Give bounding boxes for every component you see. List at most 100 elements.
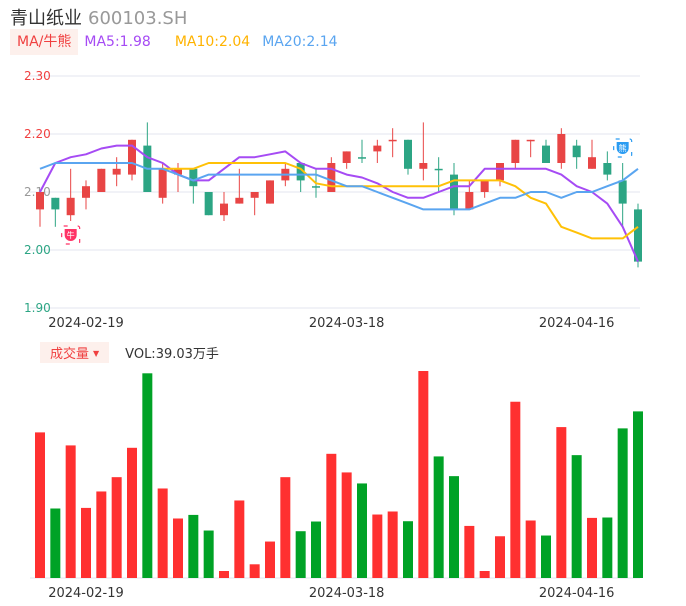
candle-body	[480, 180, 489, 192]
candle-body	[588, 157, 596, 169]
volume-bar	[357, 483, 367, 578]
candle-body	[542, 145, 550, 163]
kline-date-label: 2024-03-18	[309, 316, 385, 331]
volume-value: VOL:39.03万手	[125, 347, 219, 362]
candle-body	[51, 197, 60, 210]
candle-body	[327, 163, 336, 192]
y-tick-label: 2.20	[24, 127, 51, 141]
volume-bar	[372, 514, 383, 578]
volume-bar	[449, 476, 459, 578]
volume-bar	[617, 428, 628, 578]
volume-bar	[280, 477, 291, 578]
candle-body	[342, 151, 351, 163]
candle-body	[618, 180, 627, 204]
volume-bar	[326, 453, 337, 578]
volume-indicator-dropdown[interactable]: 成交量 ▼	[40, 342, 110, 363]
bear-marker-label: 熊	[619, 143, 627, 153]
candle-body	[82, 186, 90, 198]
volume-bar	[525, 520, 536, 578]
candle-body	[634, 209, 642, 262]
candle-body	[220, 203, 228, 216]
candle-body	[174, 168, 182, 175]
candle-body	[450, 174, 458, 210]
candle-body	[404, 139, 412, 169]
volume-bar	[510, 401, 521, 578]
volume-date-label: 2024-04-16	[539, 586, 615, 601]
volume-bar	[433, 456, 444, 578]
stock-name: 青山纸业	[10, 8, 82, 29]
kline-date-label: 2024-02-19	[48, 316, 124, 331]
y-tick-label: 2.00	[24, 243, 51, 257]
volume-bar	[633, 411, 643, 578]
volume-bar	[387, 511, 398, 578]
bear-marker-frame	[613, 138, 633, 158]
candle-body	[128, 139, 136, 175]
candle-body	[204, 192, 213, 216]
candle-body	[434, 168, 443, 171]
volume-bar	[479, 570, 490, 578]
ma5-line	[39, 144, 639, 263]
volume-bar	[111, 477, 122, 578]
candle-body	[296, 163, 305, 181]
volume-bar	[587, 517, 597, 578]
volume-date-label: 2024-02-19	[48, 586, 124, 601]
volume-bar	[265, 541, 275, 578]
volume-bar	[157, 488, 168, 578]
volume-bar	[418, 371, 429, 578]
bull-marker-label: 牛	[67, 230, 75, 240]
volume-bar	[571, 455, 582, 578]
candle-body	[112, 168, 121, 175]
volume-header: 成交量 ▼ VOL:39.03万手	[40, 342, 219, 363]
volume-bar	[127, 447, 137, 578]
ma-legend: MA/牛熊 MA5:1.98 MA10:2.04 MA20:2.14	[10, 29, 338, 55]
ma20-line	[39, 162, 639, 211]
ma-indicator-button[interactable]: MA/牛熊	[10, 29, 79, 55]
candle-body	[373, 145, 382, 152]
candle-body	[496, 163, 504, 181]
kline-date-label: 2024-04-16	[539, 316, 615, 331]
volume-bar	[219, 570, 229, 578]
volume-bar	[188, 514, 199, 578]
volume-bar	[249, 564, 260, 578]
volume-bar	[81, 507, 91, 578]
volume-bar	[311, 521, 321, 578]
volume-bar	[295, 531, 306, 578]
candle-body	[419, 163, 428, 169]
candle-body	[66, 197, 75, 216]
volume-bar	[142, 373, 153, 578]
candle-body	[158, 168, 167, 198]
volume-bar	[341, 472, 352, 578]
volume-bar	[403, 521, 413, 578]
volume-bar	[65, 445, 76, 578]
volume-bar	[495, 536, 505, 578]
candle-body	[312, 186, 320, 188]
candle-body	[465, 192, 474, 210]
candle-body	[266, 180, 274, 204]
candle-body	[97, 168, 106, 192]
candle-body	[189, 168, 198, 187]
candle-body	[526, 139, 535, 142]
volume-date-label: 2024-03-18	[309, 586, 385, 601]
volume-bar	[556, 427, 567, 578]
stock-code: 600103.SH	[88, 8, 188, 29]
bull-marker-icon	[64, 229, 77, 241]
ma5-value: MA5:1.98	[84, 34, 151, 50]
ma10-value: MA10:2.04	[174, 34, 251, 50]
candle-body	[388, 139, 397, 142]
candle-body	[572, 145, 581, 158]
volume-bar	[50, 508, 61, 578]
volume-indicator-label: 成交量	[50, 347, 90, 362]
candle-body	[250, 192, 259, 198]
candle-body	[511, 139, 520, 163]
bear-marker-icon	[616, 142, 629, 154]
y-tick-label: 1.90	[24, 301, 51, 315]
volume-bar	[203, 530, 214, 578]
volume-bar	[541, 535, 551, 578]
volume-bar	[96, 491, 107, 578]
stock-title: 青山纸业 600103.SH	[10, 4, 187, 30]
y-tick-label: 2.30	[24, 69, 51, 83]
candle-body	[603, 163, 612, 175]
candle-body	[557, 134, 566, 163]
